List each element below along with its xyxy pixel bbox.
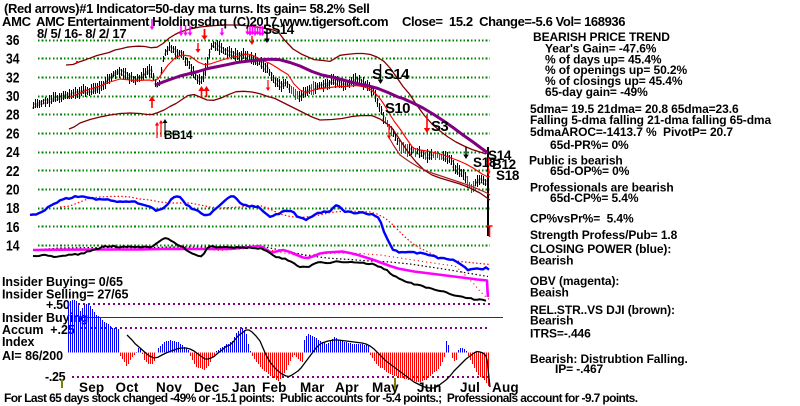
svg-text:Beaish: Beaish xyxy=(530,286,569,300)
svg-text:Bearish: Bearish xyxy=(530,254,573,268)
svg-text:Jan: Jan xyxy=(232,380,256,395)
svg-text:Each pt accounts stock changed: Each pt accounts stock changed -17.50 an… xyxy=(4,404,543,406)
svg-text:34: 34 xyxy=(6,51,20,68)
svg-text:65d-PR%= 0%: 65d-PR%= 0% xyxy=(550,138,629,152)
svg-text:Falling 5-dma falling 21-dma f: Falling 5-dma falling 21-dma falling 65-… xyxy=(530,113,772,127)
svg-text:Mar: Mar xyxy=(300,380,325,395)
svg-text:65d-CP%= 5.4%: 65d-CP%= 5.4% xyxy=(550,191,639,205)
svg-text:Accum +.25: Accum +.25 xyxy=(2,323,75,337)
svg-text:May: May xyxy=(372,380,399,395)
svg-text:14: 14 xyxy=(6,238,20,255)
svg-text:S: S xyxy=(372,66,382,83)
svg-text:5dma= 19.5 21dma= 20.8 65dma=2: 5dma= 19.5 21dma= 20.8 65dma=23.6 xyxy=(530,102,739,116)
svg-text:Insider Buying= 0/65: Insider Buying= 0/65 xyxy=(2,275,123,289)
svg-text:Insider Buying: Insider Buying xyxy=(2,311,88,325)
svg-text:S10: S10 xyxy=(385,100,410,117)
svg-text:36: 36 xyxy=(6,32,20,49)
svg-text:65d-OP%= 0%: 65d-OP%= 0% xyxy=(550,164,630,178)
svg-text:Apr: Apr xyxy=(335,380,359,395)
svg-text:% of days up= 45.4%: % of days up= 45.4% xyxy=(545,53,662,67)
svg-text:BB14: BB14 xyxy=(164,130,193,142)
svg-text:Insider Selling= 27/65: Insider Selling= 27/65 xyxy=(2,288,128,302)
svg-text:S14: S14 xyxy=(384,66,410,83)
svg-text:ITRS=-.446: ITRS=-.446 xyxy=(530,327,591,341)
svg-text:Professionals are bearish: Professionals are bearish xyxy=(530,181,674,195)
svg-text:CP%vsPr%= 5.4%: CP%vsPr%= 5.4% xyxy=(530,212,634,226)
svg-text:BEARISH PRICE TREND: BEARISH PRICE TREND xyxy=(533,30,670,44)
svg-text:% of closings up= 45.4%: % of closings up= 45.4% xyxy=(545,74,683,88)
svg-text:Public is bearish: Public is bearish xyxy=(529,154,623,168)
svg-text:20: 20 xyxy=(6,181,20,198)
svg-text:65-day gain= -49%: 65-day gain= -49% xyxy=(545,85,648,99)
svg-text:REL.STR..VS DJI (brown):: REL.STR..VS DJI (brown): xyxy=(530,303,675,317)
svg-text:Bearish: Bearish xyxy=(530,314,573,328)
svg-text:Nov: Nov xyxy=(156,380,182,395)
svg-text:% of openings up= 50.2%: % of openings up= 50.2% xyxy=(545,63,687,77)
svg-text:+.50: +.50 xyxy=(46,298,70,312)
svg-text:Jul: Jul xyxy=(460,380,480,395)
svg-text:16: 16 xyxy=(6,219,20,236)
svg-text:OBV (magenta):: OBV (magenta): xyxy=(530,274,619,288)
svg-text:Feb: Feb xyxy=(262,380,287,395)
svg-text:S18: S18 xyxy=(496,168,520,183)
svg-text:28: 28 xyxy=(6,107,20,124)
svg-text:(Red arrows)#1 Indicator=50-da: (Red arrows)#1 Indicator=50-day ma turns… xyxy=(4,1,370,16)
svg-text:Strength Profess/Pub= 1.8: Strength Profess/Pub= 1.8 xyxy=(530,228,678,242)
svg-text:Close= 15.2 Change=-5.6 Vol=: Close= 15.2 Change=-5.6 Vol= 168936 xyxy=(402,14,625,29)
svg-text:SS14: SS14 xyxy=(263,22,295,37)
svg-text:Bearish: Distrubtion Falling.: Bearish: Distrubtion Falling. xyxy=(530,352,688,366)
svg-text:Dec: Dec xyxy=(194,380,220,395)
svg-text:IP= -.467: IP= -.467 xyxy=(555,362,604,376)
svg-text:S18: S18 xyxy=(473,155,497,170)
svg-text:8/ 5/ 16- 8/ 2/ 17: 8/ 5/ 16- 8/ 2/ 17 xyxy=(37,26,126,41)
svg-text:B12: B12 xyxy=(492,157,516,172)
svg-text:26: 26 xyxy=(6,125,20,142)
svg-text:22: 22 xyxy=(6,163,20,180)
svg-text:5dmaAROC=-1413.7 % PivotP= 20: 5dmaAROC=-1413.7 % PivotP= 20.7 xyxy=(530,125,733,139)
svg-text:-.25: -.25 xyxy=(45,370,66,384)
svg-text:Year's Gain= -47.6%: Year's Gain= -47.6% xyxy=(545,42,657,56)
svg-text:18: 18 xyxy=(6,200,20,217)
svg-text:Sep: Sep xyxy=(79,380,104,395)
svg-text:AMC Entertainment Holdingsdnq: AMC Entertainment Holdingsdnq (C)2017 ww… xyxy=(36,14,388,29)
svg-text:AMC: AMC xyxy=(2,14,32,29)
svg-text:Oct: Oct xyxy=(116,380,139,395)
svg-text:Aug: Aug xyxy=(492,380,519,395)
svg-text:For Last 65 days stock changed: For Last 65 days stock changed -49% or -… xyxy=(4,391,638,405)
svg-text:CLOSING POWER (blue):: CLOSING POWER (blue): xyxy=(530,242,671,256)
svg-text:AI= 86/200: AI= 86/200 xyxy=(2,349,63,363)
svg-text:24: 24 xyxy=(6,144,20,161)
svg-text:30: 30 xyxy=(6,88,20,105)
svg-text:Index: Index xyxy=(2,335,34,349)
svg-text:S3: S3 xyxy=(431,118,448,135)
svg-text:S14: S14 xyxy=(488,148,512,163)
svg-text:32: 32 xyxy=(6,69,20,86)
